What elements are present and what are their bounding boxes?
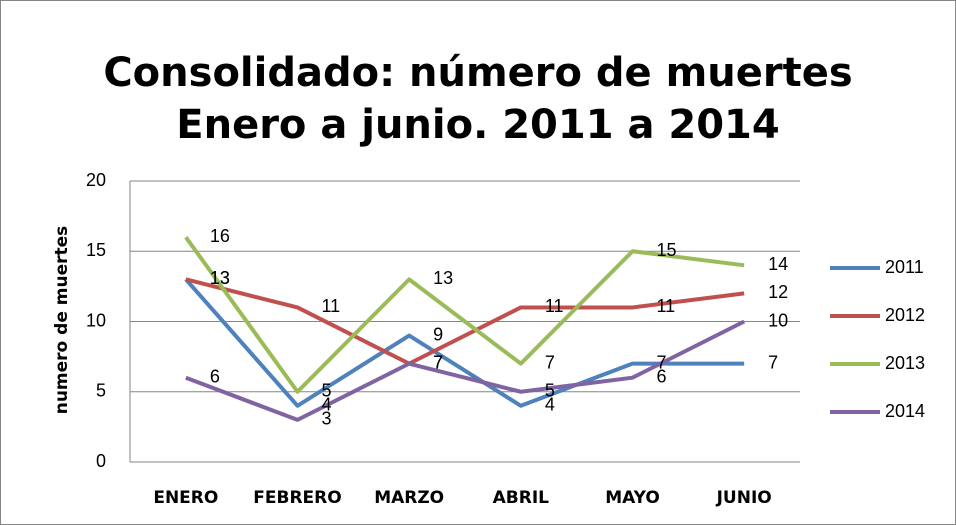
legend-label: 2012 (885, 305, 925, 325)
series-line (184, 236, 745, 394)
x-tick-label: ABRIL (493, 488, 550, 508)
legend-label: 2014 (885, 401, 925, 421)
data-label: 7 (545, 352, 555, 372)
data-label: 12 (768, 282, 788, 302)
y-tick-label: 20 (86, 170, 106, 190)
y-tick-label: 5 (96, 381, 106, 401)
series-line (185, 319, 746, 422)
data-label: 7 (657, 352, 667, 372)
legend-label: 2013 (885, 353, 925, 373)
chart-subtitle: Enero a junio. 2011 a 2014 (176, 102, 779, 148)
y-tick-label: 10 (86, 310, 106, 330)
data-label: 13 (210, 268, 230, 288)
data-label: 13 (210, 268, 230, 288)
data-label: 5 (322, 381, 332, 401)
x-tick-label: ENERO (153, 488, 218, 508)
data-label: 9 (433, 324, 443, 344)
y-tick-label: 0 (96, 451, 106, 471)
x-tick-label: JUNIO (716, 488, 772, 508)
data-label: 4 (322, 395, 332, 415)
y-tick-label: 15 (86, 240, 106, 260)
data-label: 7 (768, 352, 778, 372)
data-label: 10 (768, 310, 788, 330)
data-label: 11 (657, 296, 676, 316)
data-label: 16 (210, 226, 230, 246)
data-label: 6 (657, 366, 667, 386)
data-label: 4 (545, 395, 555, 415)
series-line (185, 277, 745, 366)
data-label: 13 (433, 268, 453, 288)
data-label: 11 (545, 296, 564, 316)
data-label: 15 (657, 240, 677, 260)
data-label: 7 (433, 352, 443, 372)
data-label: 6 (210, 366, 220, 386)
x-tick-label: MARZO (374, 488, 444, 508)
data-label: 7 (433, 352, 443, 372)
legend-label: 2011 (885, 257, 924, 277)
data-label: 11 (322, 296, 341, 316)
series-line (184, 278, 745, 408)
chart-title: Consolidado: número de muertes (103, 50, 852, 96)
x-tick-label: MAYO (605, 488, 660, 508)
x-tick-label: FEBRERO (253, 488, 341, 508)
y-axis-label: numero de muertes (52, 226, 72, 415)
data-label: 3 (322, 409, 332, 429)
data-label: 5 (545, 381, 555, 401)
data-label: 14 (768, 254, 788, 274)
